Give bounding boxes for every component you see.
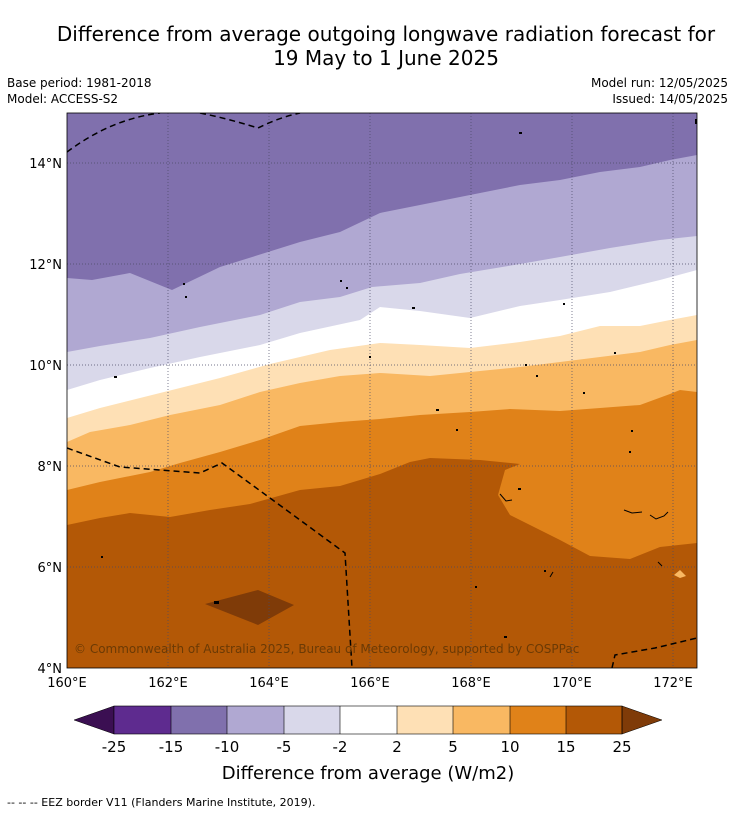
y-tick-12: 12°N <box>29 258 62 273</box>
x-tick-162: 162°E <box>148 676 188 691</box>
cb-tick-5: -2 <box>333 738 348 756</box>
copyright-notice: © Commonwealth of Australia 2025, Bureau… <box>74 642 579 656</box>
x-tick-160: 160°E <box>47 676 87 691</box>
colorbar-seg-3 <box>227 706 284 734</box>
issued-text: Issued: 14/05/2025 <box>612 92 728 106</box>
cb-tick-3: -10 <box>215 738 240 756</box>
colorbar: -25 -15 -10 -5 -2 2 5 10 15 25 Differenc… <box>73 705 663 784</box>
colorbar-seg-9 <box>566 706 622 734</box>
colorbar-title: Difference from average (W/m2) <box>222 763 514 784</box>
islands <box>101 119 697 638</box>
cb-tick-10: 25 <box>612 738 631 756</box>
y-tick-14: 14°N <box>29 157 62 172</box>
colorbar-seg-5 <box>340 706 397 734</box>
cb-tick-9: 15 <box>556 738 575 756</box>
cb-tick-8: 10 <box>500 738 519 756</box>
map-frame <box>66 112 698 669</box>
title-line-2: 19 May to 1 June 2025 <box>273 46 499 70</box>
title-line-1: Difference from average outgoing longwav… <box>56 22 716 46</box>
cb-tick-6: 2 <box>392 738 402 756</box>
x-tick-168: 168°E <box>451 676 491 691</box>
colorbar-seg-6 <box>397 706 453 734</box>
gridlines <box>67 113 697 668</box>
colorbar-extend-low <box>73 705 115 735</box>
model-text: Model: ACCESS-S2 <box>7 92 119 106</box>
colorbar-seg-8 <box>510 706 566 734</box>
meta-right: Model run: 12/05/2025 Issued: 14/05/2025 <box>591 75 728 107</box>
colorbar-extend-high <box>621 705 663 735</box>
cb-tick-2: -15 <box>159 738 184 756</box>
cb-tick-4: -5 <box>277 738 292 756</box>
eez-borders <box>67 113 697 668</box>
colorbar-seg-2 <box>171 706 227 734</box>
band-above-plus25 <box>205 590 294 625</box>
small-light-patch <box>674 570 686 578</box>
atoll-outlines <box>499 493 669 578</box>
colorbar-seg-1 <box>114 706 171 734</box>
cb-tick-7: 5 <box>448 738 458 756</box>
x-axis: 160°E 162°E 164°E 166°E 168°E 170°E 172°… <box>47 676 693 691</box>
colorbar-outline <box>113 705 623 735</box>
olr-anomaly-field <box>67 113 697 668</box>
y-tick-10: 10°N <box>29 359 62 374</box>
model-run-text: Model run: 12/05/2025 <box>590 76 728 90</box>
x-tick-172: 172°E <box>653 676 693 691</box>
y-tick-8: 8°N <box>38 460 63 475</box>
y-axis: 4°N 6°N 8°N 10°N 12°N 14°N <box>29 157 62 677</box>
base-period-text: Base period: 1981-2018 <box>7 76 152 90</box>
band-plus15-plus25 <box>67 458 697 668</box>
y-tick-6: 6°N <box>38 561 63 576</box>
y-tick-4: 4°N <box>38 662 63 677</box>
x-tick-166: 166°E <box>350 676 390 691</box>
x-tick-164: 164°E <box>249 676 289 691</box>
colorbar-seg-4 <box>284 706 340 734</box>
cb-tick-1: -25 <box>102 738 127 756</box>
x-tick-170: 170°E <box>552 676 592 691</box>
chart-title: Difference from average outgoing longwav… <box>0 22 736 70</box>
colorbar-seg-7 <box>453 706 510 734</box>
eez-footer-note: -- -- -- EEZ border V11 (Flanders Marine… <box>7 796 316 809</box>
meta-left: Base period: 1981-2018 Model: ACCESS-S2 <box>7 75 152 107</box>
